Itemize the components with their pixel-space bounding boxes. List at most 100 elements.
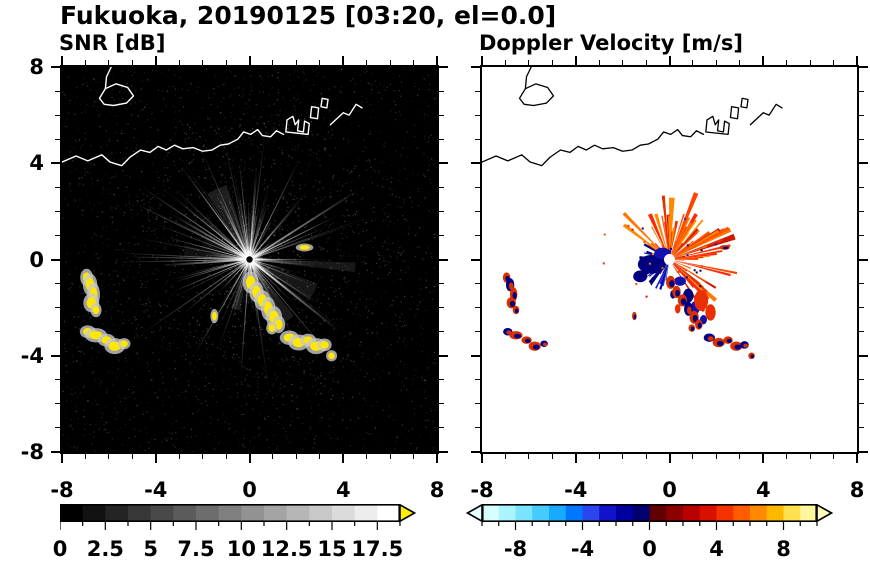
colorbar-tick-label: -4 <box>570 537 595 561</box>
axis-tick <box>55 90 60 92</box>
velocity-colorbar-canvas <box>466 504 833 534</box>
axis-tick <box>859 307 864 309</box>
axis-tick <box>715 454 717 459</box>
snr-panel-title: SNR [dB] <box>59 31 166 55</box>
axis-tick <box>762 56 765 65</box>
axis-tick <box>342 454 345 463</box>
axis-tick <box>809 60 811 65</box>
axis-tick <box>481 454 483 463</box>
colorbar-tick-label: 2.5 <box>86 537 124 561</box>
axis-tick <box>51 451 60 453</box>
axis-tick <box>272 60 274 65</box>
velocity-panel-title: Doppler Velocity [m/s] <box>479 31 743 55</box>
axis-tick <box>295 454 297 459</box>
axis-tick <box>833 454 835 459</box>
axis-tick <box>436 56 438 65</box>
axis-tick <box>439 210 444 212</box>
axis-tick <box>389 60 391 65</box>
axis-tick <box>475 210 480 212</box>
axis-tick <box>859 90 864 92</box>
colorbar-tick-label: 15 <box>317 537 347 561</box>
axis-tick <box>439 283 444 285</box>
axis-tick <box>859 451 868 453</box>
axis-tick <box>859 427 864 429</box>
axis-tick <box>439 451 448 453</box>
snr-colorbar: 0 2.5 5 7.5 10 12.5 15 17.5 <box>53 504 416 561</box>
axis-tick <box>55 234 60 236</box>
axis-tick <box>439 331 444 333</box>
axis-tick <box>475 186 480 188</box>
axis-tick <box>551 454 553 459</box>
axis-tick <box>475 331 480 333</box>
axis-tick <box>84 454 86 459</box>
colorbar-tick-label: 4 <box>709 537 724 561</box>
axis-tick <box>51 162 60 165</box>
axis-tick <box>574 454 577 463</box>
axis-tick <box>504 60 506 65</box>
axis-tick <box>859 403 864 405</box>
axis-tick <box>319 454 321 459</box>
axis-tick <box>366 454 368 459</box>
axis-tick <box>481 56 483 65</box>
axis-tick <box>715 60 717 65</box>
axis-tick <box>668 56 671 65</box>
axis-tick <box>859 234 864 236</box>
axis-tick <box>598 60 600 65</box>
axis-tick <box>51 354 60 357</box>
y-tick-label: -8 <box>20 440 44 464</box>
axis-tick <box>856 454 858 463</box>
axis-tick <box>439 186 444 188</box>
y-tick-label: 0 <box>29 247 44 272</box>
colorbar-tick-label: 17.5 <box>351 537 404 561</box>
axis-tick <box>342 56 345 65</box>
axis-tick <box>475 283 480 285</box>
axis-tick <box>55 186 60 188</box>
axis-tick <box>475 90 480 92</box>
axis-tick <box>178 454 180 459</box>
velocity-plot-canvas <box>482 67 857 452</box>
x-tick-label: 4 <box>335 478 351 502</box>
snr-colorbar-canvas <box>60 504 416 534</box>
colorbar-tick-label: 0 <box>52 537 68 561</box>
axis-tick <box>739 60 741 65</box>
axis-tick <box>55 379 60 381</box>
axis-tick <box>439 114 444 116</box>
colorbar-tick-label: 7.5 <box>177 537 215 561</box>
axis-tick <box>859 210 864 212</box>
snr-plot-canvas <box>62 67 437 452</box>
x-tick-label: -4 <box>564 478 588 502</box>
colorbar-tick-label: 8 <box>776 537 791 561</box>
axis-tick <box>439 66 448 68</box>
colorbar-tick-label: -8 <box>503 537 528 561</box>
axis-tick <box>859 114 864 116</box>
axis-tick <box>84 60 86 65</box>
axis-tick <box>475 138 480 140</box>
axis-tick <box>786 454 788 459</box>
axis-tick <box>528 60 530 65</box>
axis-tick <box>202 454 204 459</box>
axis-tick <box>475 427 480 429</box>
axis-tick <box>248 56 251 65</box>
axis-tick <box>475 403 480 405</box>
axis-tick <box>436 454 438 463</box>
axis-tick <box>859 258 868 261</box>
axis-tick <box>61 454 63 463</box>
axis-tick <box>272 454 274 459</box>
colorbar-tick-label: 5 <box>143 537 158 561</box>
x-tick-label: -8 <box>470 478 494 502</box>
axis-tick <box>439 307 444 309</box>
axis-tick <box>439 379 444 381</box>
axis-tick <box>439 162 448 165</box>
axis-tick <box>551 60 553 65</box>
axis-tick <box>471 451 480 453</box>
axis-tick <box>439 234 444 236</box>
axis-tick <box>154 454 157 463</box>
axis-tick <box>319 60 321 65</box>
axis-tick <box>471 258 480 261</box>
axis-tick <box>108 60 110 65</box>
axis-tick <box>692 454 694 459</box>
axis-tick <box>51 258 60 261</box>
x-tick-label: 0 <box>242 478 257 502</box>
axis-tick <box>202 60 204 65</box>
